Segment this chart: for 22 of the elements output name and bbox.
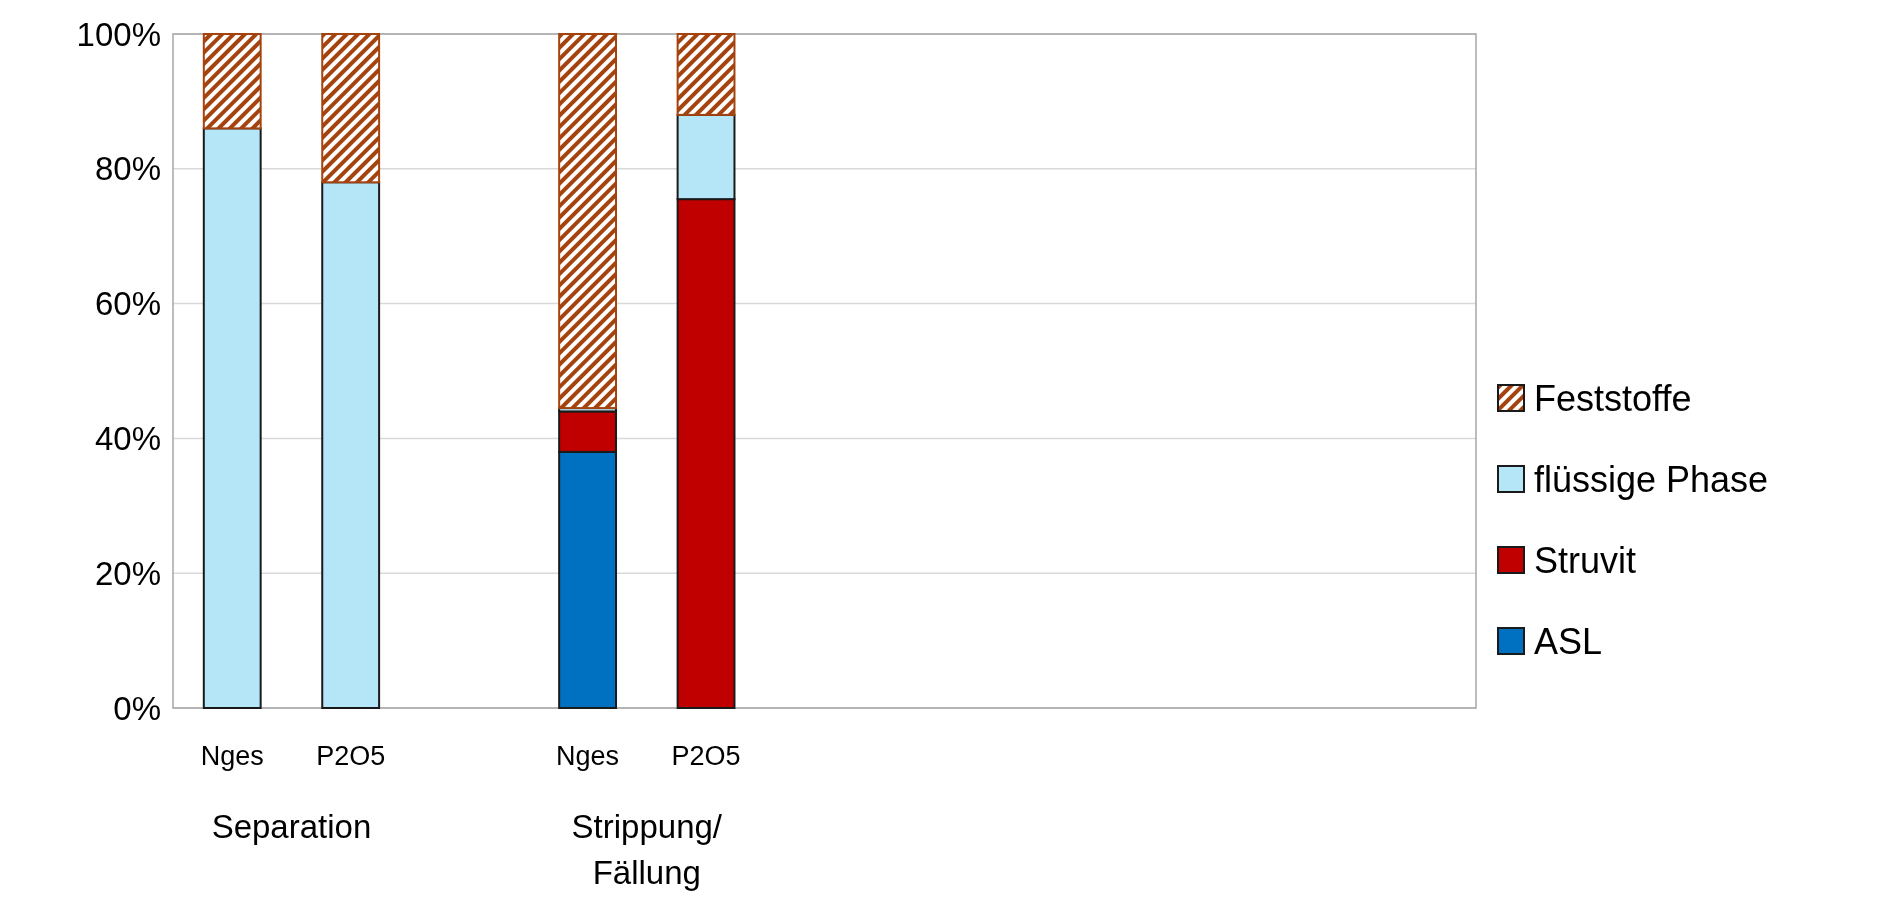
text: Separation bbox=[211, 808, 372, 845]
y-tick-label: 60% bbox=[94, 285, 161, 323]
y-tick-label: 40% bbox=[94, 419, 161, 457]
y-tick-label: 0% bbox=[113, 689, 161, 727]
x-tick-label: P2O5 bbox=[671, 741, 741, 771]
bar bbox=[202, 127, 262, 709]
bar bbox=[202, 33, 262, 130]
x-tick-label: Nges bbox=[200, 741, 264, 771]
y-tick-label: 80% bbox=[94, 150, 161, 188]
bar bbox=[321, 181, 381, 709]
bar bbox=[558, 33, 618, 410]
y-tick-label: 100% bbox=[76, 15, 161, 53]
legend-label: ASL bbox=[1534, 620, 1603, 662]
y-tick-label: 20% bbox=[94, 554, 161, 592]
bar bbox=[676, 33, 736, 116]
x-tick-label: Nges bbox=[556, 741, 620, 771]
legend-label: Feststoffe bbox=[1534, 377, 1692, 419]
x-tick-label: P2O5 bbox=[316, 741, 386, 771]
legend-label: Struvit bbox=[1534, 539, 1637, 581]
text: Strippung/ Fällung bbox=[571, 808, 723, 891]
bar bbox=[321, 33, 381, 184]
legend-label: flüssige Phase bbox=[1534, 458, 1769, 500]
